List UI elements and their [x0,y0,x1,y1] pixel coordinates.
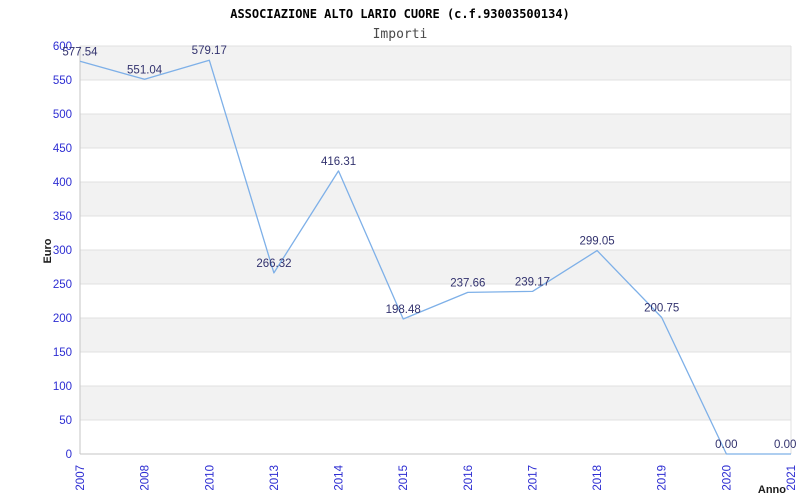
plot-band [80,386,791,420]
y-tick-label: 0 [66,449,72,461]
x-tick-label: 2016 [463,465,475,491]
x-tick-label: 2010 [204,465,216,491]
data-point-label: 198.48 [386,304,421,316]
x-tick-label: 2021 [786,465,798,491]
x-tick-label: 2015 [398,465,410,491]
y-tick-label: 150 [53,347,72,359]
data-point-label: 239.17 [515,276,550,288]
plot-band [80,250,791,284]
y-tick-label: 600 [53,41,72,53]
y-tick-label: 350 [53,211,72,223]
x-tick-label: 2007 [75,465,87,491]
plot-band [80,420,791,454]
plot-band [80,148,791,182]
plot-band [80,352,791,386]
chart-title: ASSOCIAZIONE ALTO LARIO CUORE (c.f.93003… [230,7,570,21]
y-tick-label: 100 [53,381,72,393]
plot-band [80,80,791,114]
data-point-label: 0.00 [715,439,737,451]
y-tick-label: 550 [53,75,72,87]
data-line [79,59,791,455]
x-tick-label: 2019 [657,465,669,491]
plot-band [80,284,791,318]
chart-subtitle: Importi [372,27,428,42]
x-tick-label: 2008 [140,465,152,491]
data-point-label: 237.66 [450,277,485,289]
plot-band [80,216,791,250]
plot-band [80,46,791,80]
data-point-label: 416.31 [321,156,356,168]
y-tick-label: 250 [53,279,72,291]
data-point-label: 0.00 [774,439,796,451]
plot-band [80,114,791,148]
x-tick-label: 2017 [527,465,539,491]
y-tick-label: 500 [53,109,72,121]
y-tick-label: 200 [53,313,72,325]
y-tick-label: 450 [53,143,72,155]
x-axis-title: Anno [757,484,786,496]
data-point-label: 200.75 [644,302,679,314]
y-tick-label: 300 [53,245,72,257]
data-point-label: 299.05 [579,236,614,248]
data-point-label: 577.54 [62,46,98,58]
y-tick-label: 400 [53,177,72,189]
x-tick-label: 2014 [334,464,346,490]
y-axis-title: Euro [42,238,54,264]
data-point-label: 579.17 [192,45,227,57]
plot-band [80,182,791,216]
data-point-label: 266.32 [256,258,291,270]
x-tick-label: 2020 [721,465,733,491]
data-point-label: 551.04 [127,64,163,76]
plot-band [80,318,791,352]
y-tick-label: 50 [59,415,72,427]
x-tick-label: 2013 [269,465,281,491]
x-tick-label: 2018 [592,465,604,491]
